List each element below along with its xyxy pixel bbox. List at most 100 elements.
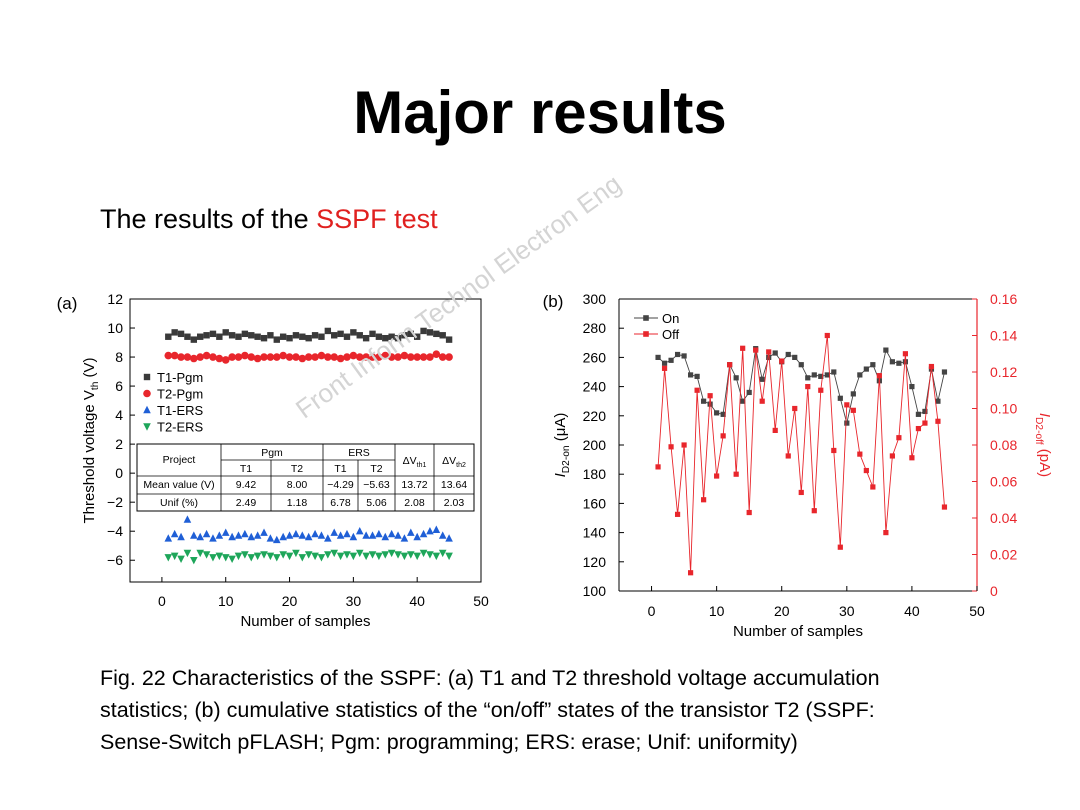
- chart-b-xtick-label: 10: [709, 603, 725, 619]
- chart-a-point: [234, 353, 243, 361]
- chart-b-point: [785, 453, 791, 459]
- chart-a-point: [382, 334, 389, 342]
- chart-b-point: [935, 398, 941, 404]
- chart-b-point: [837, 395, 843, 401]
- chart-a-table-cell: 8.00: [287, 479, 308, 491]
- chart-b-point: [707, 393, 713, 399]
- chart-b-point: [694, 387, 700, 393]
- chart-b-point: [655, 354, 661, 360]
- chart-b-ylabel-right: ID2-off (pA): [1033, 413, 1053, 477]
- chart-b-point: [824, 372, 830, 378]
- chart-b-ylabel-left: ID2-on (μA): [552, 413, 572, 478]
- chart-a-ytick-label: 10: [107, 320, 123, 336]
- chart-a-point: [170, 529, 179, 538]
- chart-b-point: [909, 384, 915, 390]
- chart-a-ytick-label: 0: [115, 465, 123, 481]
- chart-b-xtick-label: 50: [969, 603, 985, 619]
- chart-a-legend-label: T2-ERS: [157, 420, 204, 435]
- chart-a-point: [228, 532, 236, 541]
- chart-b-point: [701, 398, 707, 404]
- chart-a-table-header: Project: [163, 454, 196, 466]
- chart-a-point: [202, 529, 211, 538]
- chart-a-point: [190, 557, 198, 565]
- chart-a-point: [241, 529, 249, 538]
- chart-a-point: [279, 333, 287, 340]
- chart-a-point: [254, 333, 261, 340]
- chart-a-point: [260, 353, 268, 361]
- chart-a-point: [266, 552, 275, 561]
- chart-a-point: [400, 534, 409, 542]
- chart-a-point: [202, 351, 211, 360]
- chart-b-point: [714, 410, 720, 416]
- chart-b-ytick-right-label: 0.16: [990, 291, 1017, 307]
- chart-a-point: [387, 353, 396, 361]
- chart-a-xtick-label: 50: [473, 593, 489, 609]
- chart-a-point: [381, 532, 390, 541]
- chart-b-ytick-right-label: 0.02: [990, 547, 1017, 563]
- chart-a-series-t2-pgm: [164, 350, 453, 364]
- chart-a-point: [190, 531, 198, 539]
- chart-a-point: [407, 551, 415, 559]
- chart-a-point: [260, 551, 268, 559]
- chart-a-point: [196, 549, 204, 558]
- chart-a-table-header: ERS: [348, 447, 370, 459]
- chart-a-point: [215, 354, 224, 363]
- chart-b-point: [889, 453, 895, 459]
- chart-b-point: [714, 473, 720, 479]
- caption-line-3: Sense-Switch pFLASH; Pgm: programming; E…: [100, 730, 798, 754]
- chart-b-point: [896, 435, 902, 441]
- chart-a-point: [253, 531, 262, 539]
- chart-b-point: [766, 349, 772, 355]
- chart-a-table-header-dv1: ΔVth1: [403, 455, 427, 469]
- chart-a-point: [368, 353, 377, 361]
- chart-a-point: [438, 531, 447, 539]
- chart-b-point: [805, 375, 811, 381]
- chart-a-point: [209, 330, 217, 338]
- chart-b-point: [733, 471, 739, 477]
- chart-a-point: [445, 336, 453, 343]
- chart-b-point: [779, 358, 785, 364]
- chart-a: (a) −6 −4 −2 0 2 4 6 8 10 12 0 10 20 30 40 50 Number of s…: [57, 291, 489, 630]
- chart-a-point: [394, 531, 402, 539]
- chart-b-point: [674, 351, 681, 358]
- chart-b-point: [902, 351, 908, 357]
- chart-a-point: [286, 334, 293, 342]
- chart-a-point: [292, 332, 300, 339]
- chart-a-point: [438, 549, 447, 558]
- chart-b-point: [688, 372, 694, 378]
- chart-a-point: [247, 532, 256, 541]
- chart-a-point: [190, 354, 198, 363]
- chart-b-point: [720, 411, 726, 417]
- chart-a-point: [164, 534, 173, 542]
- chart-a-point: [331, 332, 338, 339]
- chart-b-point: [681, 353, 687, 359]
- chart-a-point: [241, 351, 249, 360]
- chart-a-point: [171, 329, 178, 336]
- chart-b-point: [746, 389, 752, 396]
- chart-b-point: [883, 530, 889, 536]
- chart-a-point: [311, 332, 319, 339]
- chart-a-table: Project Pgm ERS ΔVth1 ΔVth2 T1 T2 T1 T2 Mean valu…: [136, 443, 475, 512]
- chart-a-point: [241, 330, 249, 338]
- chart-a-xtick-label: 20: [282, 593, 298, 609]
- chart-a-series-t1-ers: [164, 515, 453, 544]
- chart-a-legend-marker: [143, 423, 151, 431]
- chart-a-point: [336, 354, 345, 363]
- chart-a-point: [298, 354, 307, 363]
- chart-b-xlabel: Number of samples: [733, 623, 863, 640]
- chart-a-point: [355, 549, 364, 558]
- chart-b-point: [681, 442, 687, 448]
- chart-a-point: [248, 332, 255, 339]
- chart-a-point: [292, 353, 300, 361]
- chart-b-point: [818, 387, 824, 393]
- chart-a-point: [311, 552, 319, 561]
- chart-a-point: [343, 333, 351, 340]
- chart-a-point: [304, 532, 313, 541]
- chart-a-point: [401, 332, 408, 339]
- chart-a-table-subheader: T2: [291, 463, 303, 475]
- chart-b-point: [661, 360, 668, 366]
- chart-a-point: [164, 351, 173, 360]
- chart-b-point: [798, 489, 804, 496]
- slide-title: Major results: [353, 79, 727, 146]
- chart-a-point: [349, 552, 358, 561]
